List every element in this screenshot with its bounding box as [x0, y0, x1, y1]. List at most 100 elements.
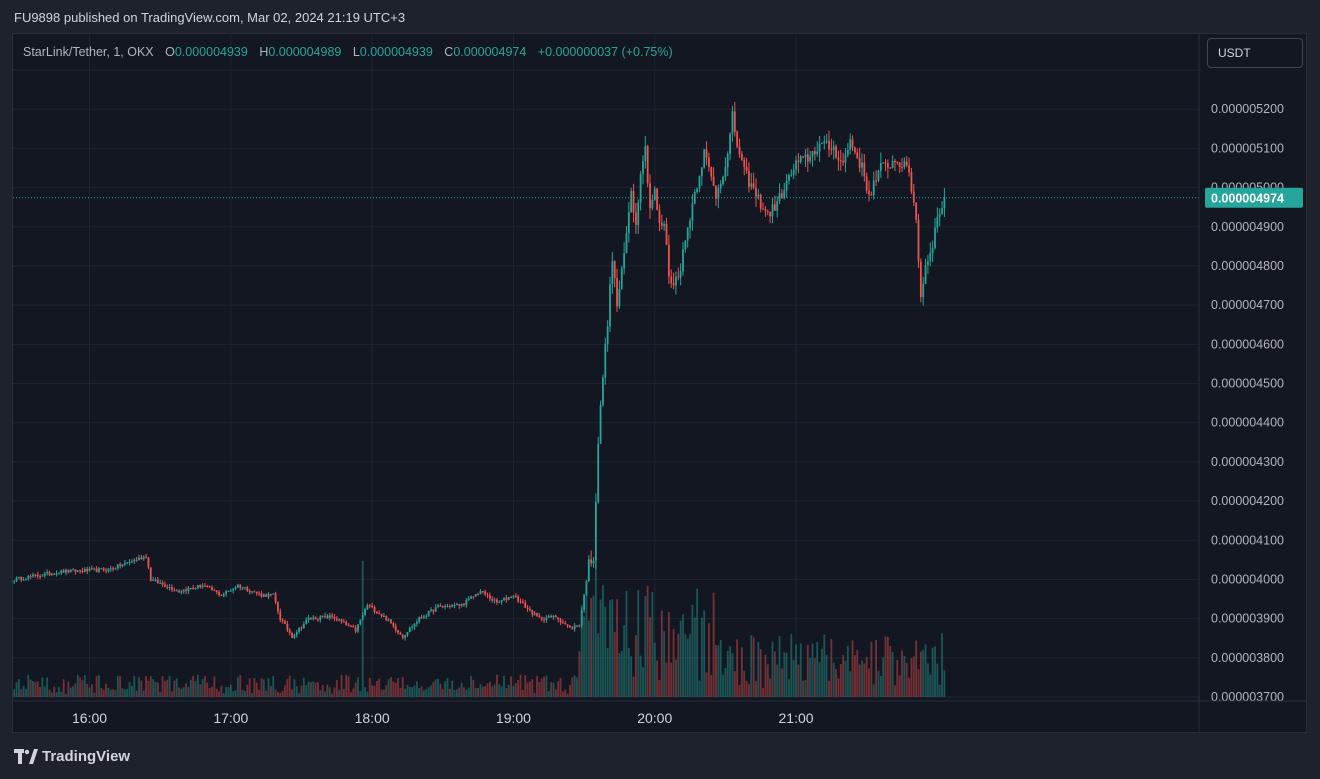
candle-body [72, 569, 74, 571]
candle-body [604, 344, 607, 378]
candle-body [397, 630, 399, 633]
candle-body [392, 623, 395, 626]
candle-body [260, 593, 263, 597]
volume-bar [364, 687, 366, 697]
candle-body [43, 573, 46, 576]
volume-bar [43, 686, 46, 697]
price-tick-label: 0.000004700 [1211, 298, 1284, 312]
volume-bar [802, 680, 805, 697]
candle-body [432, 609, 435, 612]
volume-bar [208, 688, 211, 697]
candle-body [566, 624, 569, 626]
volume-bar [67, 681, 70, 697]
volume-bar [255, 682, 258, 697]
chart-panel[interactable]: 0.000003700 0.000003800 0.000003900 0.00000… [12, 33, 1307, 733]
candles [13, 102, 946, 641]
candle-body [938, 214, 941, 217]
volume-bar [248, 678, 251, 697]
volume-bar [686, 638, 689, 697]
volume-bar [60, 691, 63, 697]
volume-bar [811, 643, 814, 697]
candle-body [298, 627, 301, 633]
candle-body [437, 605, 439, 608]
candle-body [908, 165, 910, 173]
volume-bar [785, 652, 788, 697]
volume-bar [15, 682, 18, 697]
candle-body [36, 574, 39, 577]
candle-body [430, 609, 432, 611]
candle-body [592, 560, 595, 564]
volume-bar [642, 667, 644, 697]
volume-bar [700, 617, 703, 697]
volume-bar [385, 685, 388, 697]
candle-body [394, 625, 397, 631]
candle-body [272, 593, 275, 595]
volume-bar [328, 687, 331, 697]
currency-selector[interactable]: USDT [1207, 38, 1303, 68]
volume-bar [121, 688, 124, 697]
candle-body [300, 627, 303, 629]
volume-bar [858, 664, 861, 697]
candle-body [342, 621, 345, 623]
volume-bar [425, 688, 428, 697]
volume-bar [375, 680, 378, 697]
volume-bar [189, 679, 192, 697]
volume-bar [689, 633, 691, 697]
candle-body [415, 621, 418, 624]
candle-body [529, 608, 531, 611]
last-price-label: 0.000004974 [1211, 191, 1284, 205]
volume-bar [547, 691, 550, 697]
candle-body [561, 622, 564, 624]
time-tick-label: 21:00 [779, 710, 814, 726]
candle-body [149, 567, 152, 581]
volume-bar [538, 682, 541, 697]
candle-body [731, 111, 734, 134]
candle-body [284, 621, 286, 624]
volume-bar [397, 677, 399, 697]
candle-body [373, 606, 376, 613]
candle-body [116, 564, 119, 569]
candle-body [778, 193, 781, 202]
volume-bar [295, 686, 298, 697]
candle-body [109, 568, 112, 570]
price-tick-label: 0.000004500 [1211, 377, 1284, 391]
candle-body [757, 194, 760, 197]
candle-body [783, 190, 786, 199]
time-axis[interactable]: 16:00 17:00 18:00 19:00 20:00 21:00 [13, 700, 1306, 726]
candle-body [175, 590, 178, 592]
time-tick-label: 17:00 [213, 710, 248, 726]
volume-bar [703, 610, 706, 697]
candle-body [776, 201, 779, 211]
volume-bar [564, 689, 567, 697]
candle-body [361, 615, 364, 620]
volume-bar [908, 677, 910, 697]
candle-body [804, 154, 807, 157]
volume-bar [286, 678, 289, 697]
volume-bar [408, 687, 411, 697]
candle-body [771, 204, 774, 217]
volume-bar [759, 649, 762, 697]
candle-body [729, 133, 731, 154]
candle-body [229, 590, 232, 592]
candle-body [616, 278, 618, 307]
volume-bar [163, 681, 166, 697]
candle-body [248, 591, 251, 593]
candle-body [623, 252, 626, 269]
candle-body [738, 146, 741, 155]
tradingview-logo[interactable]: TradingView [14, 748, 130, 765]
candlestick-chart[interactable]: 0.000003700 0.000003800 0.000003900 0.00000… [13, 34, 1306, 732]
volume-bar [905, 662, 908, 697]
candle-body [889, 167, 892, 169]
candle-body [25, 579, 27, 581]
candle-body [708, 157, 710, 168]
volume-bar [870, 641, 873, 697]
volume-bar [578, 651, 581, 697]
price-axis[interactable]: 0.000003700 0.000003800 0.000003900 0.00000… [1198, 34, 1303, 732]
candle-body [740, 154, 743, 160]
candle-body [88, 568, 91, 572]
symbol-label[interactable]: StarLink/Tether, 1, OKX [23, 45, 154, 59]
price-tick-label: 0.000004200 [1211, 494, 1284, 508]
candle-body [383, 616, 385, 618]
volume-bar [432, 681, 435, 697]
volume-bar [114, 690, 117, 697]
